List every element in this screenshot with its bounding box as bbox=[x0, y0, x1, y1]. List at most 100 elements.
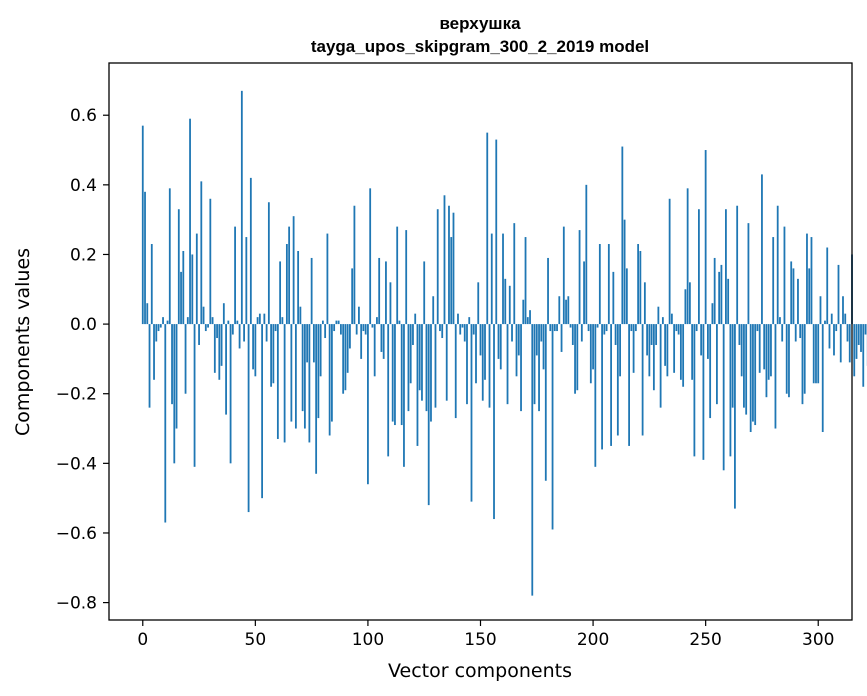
bar bbox=[713, 257, 716, 325]
bar bbox=[691, 324, 694, 380]
bar bbox=[553, 324, 556, 332]
y-tick-label: 0.0 bbox=[70, 315, 97, 335]
bar bbox=[833, 324, 835, 356]
bar bbox=[616, 324, 619, 436]
bar bbox=[285, 244, 288, 325]
bar bbox=[362, 324, 365, 332]
bar bbox=[254, 324, 257, 377]
bar bbox=[504, 278, 507, 325]
y-axis-ticks: −0.8 −0.6 −0.4 −0.2 0.0 0.2 0.4 0.6 bbox=[56, 106, 109, 614]
bar bbox=[175, 324, 178, 429]
bar bbox=[267, 202, 270, 325]
bar bbox=[801, 324, 804, 405]
bar bbox=[857, 324, 860, 345]
bar bbox=[526, 317, 529, 325]
bar bbox=[315, 324, 318, 474]
bar bbox=[470, 324, 473, 502]
bar bbox=[740, 324, 743, 377]
bar bbox=[628, 324, 630, 446]
bar bbox=[799, 324, 802, 339]
bar bbox=[515, 324, 518, 377]
bar bbox=[475, 324, 477, 384]
bar bbox=[607, 244, 610, 325]
bar bbox=[281, 317, 284, 325]
bar bbox=[648, 324, 651, 377]
bar bbox=[677, 324, 680, 335]
bar bbox=[864, 324, 867, 335]
bar bbox=[623, 219, 626, 325]
chart-title-line1: верхушка bbox=[439, 14, 521, 33]
bar bbox=[391, 324, 394, 422]
x-axis-label: Vector components bbox=[388, 660, 572, 682]
bar bbox=[752, 324, 754, 422]
bar bbox=[569, 324, 572, 328]
bar bbox=[578, 230, 581, 325]
bar bbox=[502, 233, 504, 325]
bar bbox=[200, 181, 203, 325]
bar bbox=[567, 296, 570, 325]
y-tick-label: −0.2 bbox=[56, 385, 97, 405]
bar bbox=[772, 237, 775, 325]
bar bbox=[202, 306, 205, 325]
bar bbox=[517, 324, 520, 356]
bar bbox=[321, 320, 324, 325]
bar bbox=[508, 285, 511, 325]
bar bbox=[571, 324, 574, 345]
bar bbox=[506, 324, 509, 405]
bar bbox=[632, 324, 635, 373]
bar bbox=[817, 324, 820, 384]
bar bbox=[270, 324, 273, 387]
bar bbox=[853, 324, 856, 377]
bar bbox=[529, 310, 531, 325]
bar bbox=[520, 324, 522, 412]
bar bbox=[806, 233, 808, 325]
bar bbox=[331, 324, 333, 422]
bar bbox=[477, 282, 480, 325]
bar bbox=[308, 324, 311, 443]
bar bbox=[443, 195, 446, 325]
bar bbox=[781, 324, 784, 342]
bar bbox=[668, 198, 671, 325]
bar bbox=[292, 216, 295, 325]
bar bbox=[436, 209, 439, 325]
y-tick-label: −0.8 bbox=[56, 594, 97, 614]
bar bbox=[738, 324, 741, 345]
chart-title-line2: tayga_upos_skipgram_300_2_2019 model bbox=[311, 37, 649, 56]
y-tick-label: 0.6 bbox=[70, 106, 97, 126]
x-tick-label: 50 bbox=[245, 630, 267, 650]
bar bbox=[272, 324, 275, 384]
bar bbox=[844, 313, 847, 325]
bar bbox=[204, 324, 207, 332]
bar bbox=[191, 254, 194, 325]
bar bbox=[556, 324, 558, 332]
bar bbox=[184, 324, 187, 394]
bar bbox=[837, 264, 840, 325]
bar bbox=[835, 324, 838, 332]
bar bbox=[245, 237, 248, 325]
bar bbox=[531, 324, 534, 596]
bar bbox=[218, 324, 221, 380]
bar bbox=[765, 324, 768, 398]
bar bbox=[159, 324, 162, 328]
bar bbox=[466, 324, 468, 405]
bar bbox=[376, 317, 378, 325]
bar bbox=[810, 237, 813, 325]
bar bbox=[312, 324, 315, 363]
plot-frame bbox=[108, 62, 853, 621]
bar bbox=[211, 317, 214, 325]
bar bbox=[808, 268, 811, 325]
bar bbox=[240, 90, 243, 325]
bar bbox=[157, 324, 160, 332]
bar bbox=[763, 324, 766, 370]
x-tick-label: 0 bbox=[137, 630, 148, 650]
bar bbox=[274, 324, 277, 332]
bar bbox=[718, 271, 721, 325]
bar bbox=[704, 150, 707, 325]
bar bbox=[427, 324, 430, 506]
x-tick-label: 100 bbox=[352, 630, 384, 650]
bar bbox=[382, 324, 385, 359]
bar bbox=[445, 324, 448, 401]
bar bbox=[231, 324, 234, 335]
bar bbox=[736, 205, 739, 325]
bar bbox=[317, 324, 320, 419]
